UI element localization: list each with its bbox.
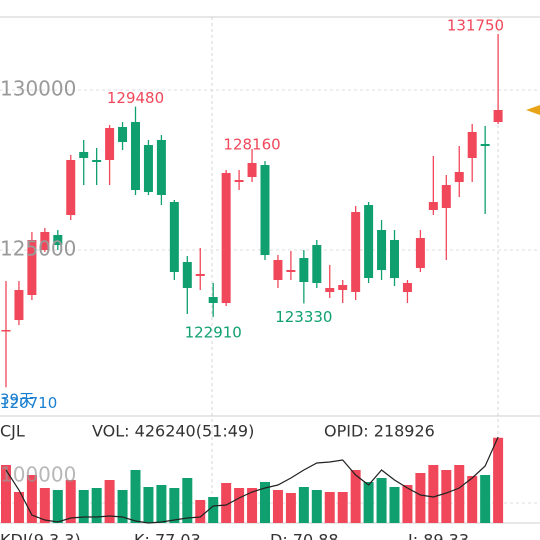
candle-body — [364, 205, 374, 279]
candle-body — [234, 179, 244, 183]
candle-body — [480, 143, 490, 147]
volume-bar — [130, 470, 141, 523]
candle-body — [14, 290, 24, 321]
volume-bar — [363, 482, 374, 523]
candle-body — [66, 159, 76, 215]
volume-bar — [402, 485, 413, 523]
volume-bar — [91, 488, 102, 523]
volume-bar — [234, 488, 245, 523]
y-tick-label: 130000 — [0, 77, 76, 101]
plot: 125000 130000 131750 129480 128160 122910 1233… — [0, 17, 540, 540]
price-marker — [526, 105, 540, 115]
volume-bar — [467, 476, 478, 523]
volume-bar — [39, 488, 50, 523]
volume-bar — [143, 487, 154, 523]
candle-body — [27, 239, 37, 295]
candle-body — [143, 145, 153, 192]
volume-bar — [104, 480, 115, 523]
volume-bar — [208, 497, 219, 523]
candle-body — [105, 127, 115, 160]
volume-bar — [350, 470, 361, 523]
price-annotation: 128160 — [223, 135, 280, 153]
volume-bar — [311, 490, 322, 523]
price-annotation: 120710 — [0, 394, 57, 412]
volume-bar — [182, 478, 193, 523]
candle-body — [428, 202, 438, 211]
vol-tick-label: 100000 — [0, 463, 76, 487]
candle-body — [351, 211, 361, 292]
candle-body — [40, 231, 50, 251]
volume-bar — [13, 492, 24, 523]
candle-body — [312, 245, 322, 283]
candle-body — [467, 131, 477, 159]
volume-bar — [260, 482, 270, 523]
candle-body — [493, 110, 503, 123]
candle-body — [454, 171, 464, 183]
volume-bar — [493, 437, 504, 523]
candle-body — [247, 163, 257, 178]
vol-header: OPID: 218926 — [324, 422, 435, 441]
opid-line — [5, 436, 499, 524]
range-label: 39天 — [0, 391, 34, 409]
candle-body — [182, 262, 192, 288]
candle-body — [390, 239, 399, 279]
candle-body — [53, 235, 63, 246]
volume-bar — [480, 475, 491, 523]
volume-bar — [221, 483, 232, 523]
vol-header: VOL: 426240(51:49) — [92, 422, 254, 441]
volume-bar — [389, 487, 400, 523]
volume-bar — [1, 465, 11, 523]
volume-bar — [441, 470, 452, 523]
candle-body — [169, 202, 179, 272]
candle-body — [441, 185, 451, 208]
candle-body — [415, 238, 425, 268]
volume-bar — [415, 473, 426, 523]
indicator-label: D: 70.88 — [270, 531, 339, 540]
candle-body — [377, 230, 387, 271]
candle-body — [131, 122, 140, 191]
volume-bar — [117, 490, 128, 523]
volume-bar — [454, 465, 465, 523]
volume-bar — [428, 465, 439, 523]
candle-body — [273, 259, 283, 280]
volume-bar — [285, 493, 296, 523]
candle-body — [299, 258, 309, 283]
volume-bar — [169, 488, 180, 523]
y-tick-label: 125000 — [0, 237, 76, 261]
candle-body — [79, 151, 89, 159]
price-annotation: 122910 — [185, 323, 242, 341]
volume-bar — [272, 490, 283, 523]
candle-body — [221, 173, 231, 303]
indicator-label: J: 89.33 — [407, 531, 469, 540]
candle-body — [1, 330, 11, 332]
price-annotation: 129480 — [107, 89, 164, 107]
candle-body — [92, 159, 102, 163]
candle-body — [195, 274, 205, 276]
volume-bar — [52, 490, 63, 523]
candle-body — [118, 127, 128, 143]
candle-body — [156, 139, 166, 195]
candle-body — [208, 297, 218, 303]
volume-bar — [324, 492, 335, 523]
candle-body — [325, 287, 335, 292]
candle-body — [286, 270, 296, 272]
candle-body — [338, 285, 348, 291]
price-annotation: 131750 — [447, 17, 504, 35]
volume-bar — [26, 475, 37, 523]
volume-bar — [298, 487, 309, 523]
candle-body — [402, 283, 412, 292]
indicator-label: K: 77.03 — [134, 531, 201, 540]
volume-bar — [195, 500, 206, 523]
price-annotation: 123330 — [275, 308, 332, 326]
volume-bar — [78, 490, 89, 523]
vol-header: CJL — [0, 422, 25, 441]
volume-bar — [247, 488, 258, 523]
volume-bar — [65, 480, 76, 523]
candle-body — [260, 165, 270, 255]
indicator-label: KDJ(9,3,3) — [0, 531, 81, 540]
volume-bar — [337, 492, 348, 523]
volume-bar — [376, 478, 387, 523]
volume-bar — [156, 485, 167, 523]
